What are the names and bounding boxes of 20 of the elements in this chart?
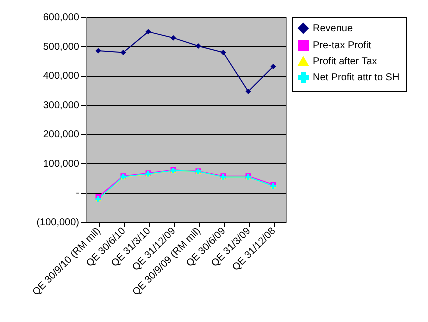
point	[120, 50, 126, 56]
legend-label: Revenue	[313, 24, 354, 34]
point	[96, 48, 102, 54]
point	[246, 88, 252, 94]
legend-label: Net Profit attr to SH	[313, 72, 400, 84]
point	[170, 35, 176, 41]
point	[146, 29, 152, 35]
legend-label: Profit after Tax	[313, 56, 378, 68]
y-tick-label: 400,000	[43, 71, 80, 82]
y-tick-label: 300,000	[43, 100, 80, 112]
point	[220, 50, 226, 56]
point	[270, 64, 276, 70]
y-tick-label: 500,000	[43, 42, 80, 53]
y-tick-label: 200,000	[43, 130, 80, 141]
point	[196, 44, 202, 50]
y-tick-label: 600,000	[43, 12, 80, 24]
y-tick-label: 100,000	[43, 158, 80, 170]
y-tick-label: -	[76, 188, 80, 200]
legend-label: Pre-tax Profit	[313, 40, 372, 52]
y-tick-label: (100,000)	[36, 218, 80, 228]
